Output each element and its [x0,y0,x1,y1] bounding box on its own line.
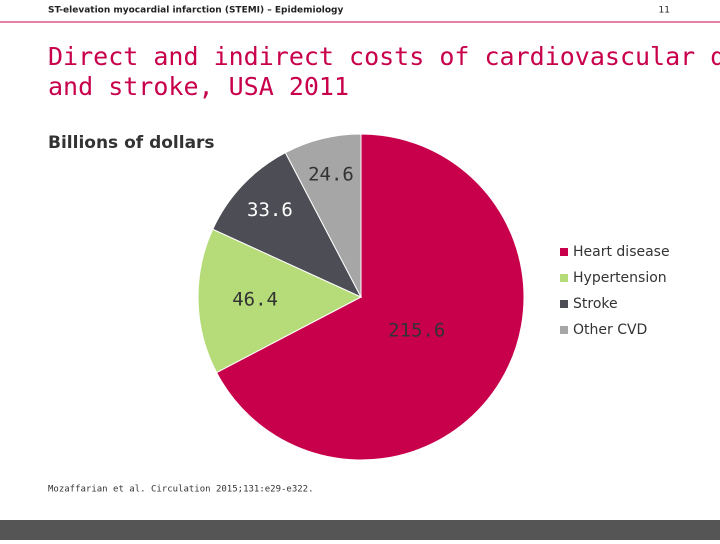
legend-swatch [560,274,568,282]
chart-title: Direct and indirect costs of cardiovascu… [48,42,720,101]
legend-swatch [560,248,568,256]
subtitle: Billions of dollars [48,133,215,153]
data-label: 215.6 [388,319,445,341]
data-label: 24.6 [308,164,354,186]
pie-slice [197,228,363,374]
legend-label: Heart disease [573,244,670,260]
legend-label: Other CVD [573,322,647,338]
data-label: 33.6 [247,199,293,221]
footer-bar [0,520,720,540]
legend-swatch [560,326,568,334]
page-number: 11 [659,6,670,16]
pie-slice [215,133,525,461]
pie-slice [284,133,362,298]
legend-swatch [560,300,568,308]
source: Mozaffarian et al. Circulation 2015;131:… [48,485,314,495]
legend-label: Stroke [573,296,618,312]
pie-slice [212,151,363,299]
legend-label: Hypertension [573,270,667,286]
header-topic: ST-elevation myocardial infarction (STEM… [48,6,343,16]
data-label: 46.4 [232,288,278,310]
